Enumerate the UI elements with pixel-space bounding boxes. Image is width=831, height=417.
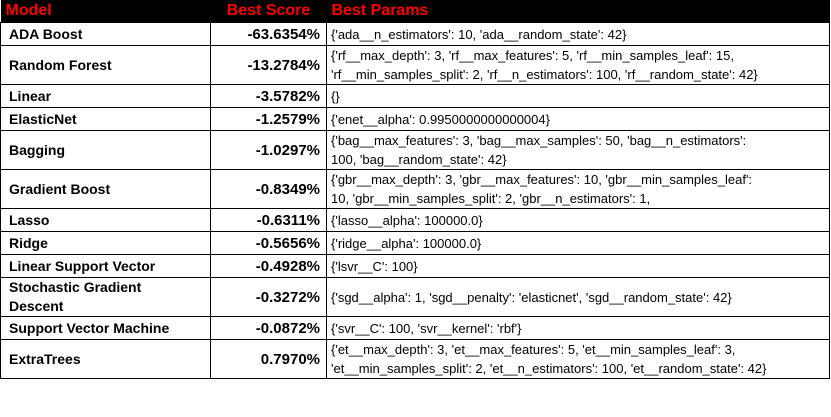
params-line: 10, 'gbr__min_samples_split': 2, 'gbr__n… bbox=[331, 191, 651, 206]
model-name: ElasticNet bbox=[0, 107, 211, 131]
table-row: Random Forest -13.2784% {'rf__max_depth': … bbox=[0, 45, 830, 85]
params-line: {'svr__C': 100, 'svr__kernel': 'rbf'} bbox=[331, 320, 522, 336]
params-header: Best Params bbox=[326, 0, 830, 23]
model-name: Random Forest bbox=[0, 45, 211, 85]
params-line: 'rf__min_samples_split': 2, 'rf__n_estim… bbox=[331, 67, 758, 82]
params-line: {'lsvr__C': 100} bbox=[331, 258, 418, 274]
table-row: Support Vector Machine -0.0872% {'svr__C':… bbox=[0, 316, 830, 340]
params-line: {} bbox=[331, 88, 340, 104]
model-name: Ridge bbox=[0, 231, 211, 255]
params-line: {'lasso__alpha': 100000.0} bbox=[331, 212, 483, 228]
table-row: Bagging -1.0297% {'bag__max_features': 3, … bbox=[0, 130, 830, 170]
best-params: {'rf__max_depth': 3, 'rf__max_features':… bbox=[326, 45, 830, 85]
best-params: {'et__max_depth': 3, 'et__max_features':… bbox=[326, 339, 830, 379]
results-table: Model Best Score Best Params ADA Boost -6… bbox=[0, 0, 830, 379]
model-name: Linear bbox=[0, 84, 211, 108]
model-name: Gradient Boost bbox=[0, 169, 211, 209]
table-row: Linear -3.5782%{} bbox=[0, 84, 830, 108]
table-row: Lasso -0.6311% {'lasso__alpha': 100000.0} bbox=[0, 208, 830, 232]
best-score: -0.3272% bbox=[210, 277, 327, 317]
params-line: {'sgd__alpha': 1, 'sgd__penalty': 'elast… bbox=[331, 289, 732, 305]
table-row: ADA Boost -63.6354% {'ada__n_estimators': … bbox=[0, 22, 830, 46]
best-score: -13.2784% bbox=[210, 45, 327, 85]
best-score: -1.2579% bbox=[210, 107, 327, 131]
params-line: 'et__min_samples_split': 2, 'et__n_estim… bbox=[331, 361, 767, 376]
best-score: 0.7970% bbox=[210, 339, 327, 379]
best-score: -0.6311% bbox=[210, 208, 327, 232]
table-row: Gradient Boost -0.8349% {'gbr__max_depth':… bbox=[0, 169, 830, 209]
table-row: ElasticNet -1.2579% {'enet__alpha': 0.9950… bbox=[0, 107, 830, 131]
params-line: {'rf__max_depth': 3, 'rf__max_features':… bbox=[331, 48, 734, 63]
params-line: {'ridge__alpha': 100000.0} bbox=[331, 235, 482, 251]
model-name: ADA Boost bbox=[0, 22, 211, 46]
model-name: Support Vector Machine bbox=[0, 316, 211, 340]
model-name: Lasso bbox=[0, 208, 211, 232]
best-score: -0.8349% bbox=[210, 169, 327, 209]
header-row: Model Best Score Best Params bbox=[0, 0, 830, 23]
model-name: Linear Support Vector bbox=[0, 254, 211, 278]
best-params: {'ridge__alpha': 100000.0} bbox=[326, 231, 830, 255]
params-line: {'gbr__max_depth': 3, 'gbr__max_features… bbox=[331, 172, 753, 187]
model-name: Bagging bbox=[0, 130, 211, 170]
best-params: {'gbr__max_depth': 3, 'gbr__max_features… bbox=[326, 169, 830, 209]
model-name: Stochastic Gradient Descent bbox=[0, 277, 211, 317]
best-params: {} bbox=[326, 84, 830, 108]
best-score: -0.0872% bbox=[210, 316, 327, 340]
best-score: -0.5656% bbox=[210, 231, 327, 255]
params-line: {'enet__alpha': 0.9950000000000004} bbox=[331, 111, 550, 127]
params-line: {'ada__n_estimators': 10, 'ada__random_s… bbox=[331, 26, 627, 42]
table-row: Stochastic Gradient Descent -0.3272% {'sgd_… bbox=[0, 277, 830, 317]
score-header: Best Score bbox=[210, 0, 327, 23]
table-row: Ridge -0.5656% {'ridge__alpha': 100000.0} bbox=[0, 231, 830, 255]
best-score: -3.5782% bbox=[210, 84, 327, 108]
model-name: ExtraTrees bbox=[0, 339, 211, 379]
params-line: {'bag__max_features': 3, 'bag__max_sampl… bbox=[331, 133, 747, 148]
params-line: {'et__max_depth': 3, 'et__max_features':… bbox=[331, 342, 736, 357]
best-params: {'svr__C': 100, 'svr__kernel': 'rbf'} bbox=[326, 316, 830, 340]
best-params: {'sgd__alpha': 1, 'sgd__penalty': 'elast… bbox=[326, 277, 830, 317]
table-body: ADA Boost -63.6354% {'ada__n_estimators': … bbox=[0, 22, 830, 379]
best-params: {'lsvr__C': 100} bbox=[326, 254, 830, 278]
best-params: {'bag__max_features': 3, 'bag__max_sampl… bbox=[326, 130, 830, 170]
best-score: -63.6354% bbox=[210, 22, 327, 46]
best-params: {'ada__n_estimators': 10, 'ada__random_s… bbox=[326, 22, 830, 46]
table-row: ExtraTrees 0.7970% {'et__max_depth': 3, 'e… bbox=[0, 339, 830, 379]
best-score: -1.0297% bbox=[210, 130, 327, 170]
params-line: 100, 'bag__random_state': 42} bbox=[331, 152, 507, 167]
best-params: {'lasso__alpha': 100000.0} bbox=[326, 208, 830, 232]
best-params: {'enet__alpha': 0.9950000000000004} bbox=[326, 107, 830, 131]
table-row: Linear Support Vector -0.4928% {'lsvr__C':… bbox=[0, 254, 830, 278]
model-header: Model bbox=[0, 0, 211, 23]
best-score: -0.4928% bbox=[210, 254, 327, 278]
